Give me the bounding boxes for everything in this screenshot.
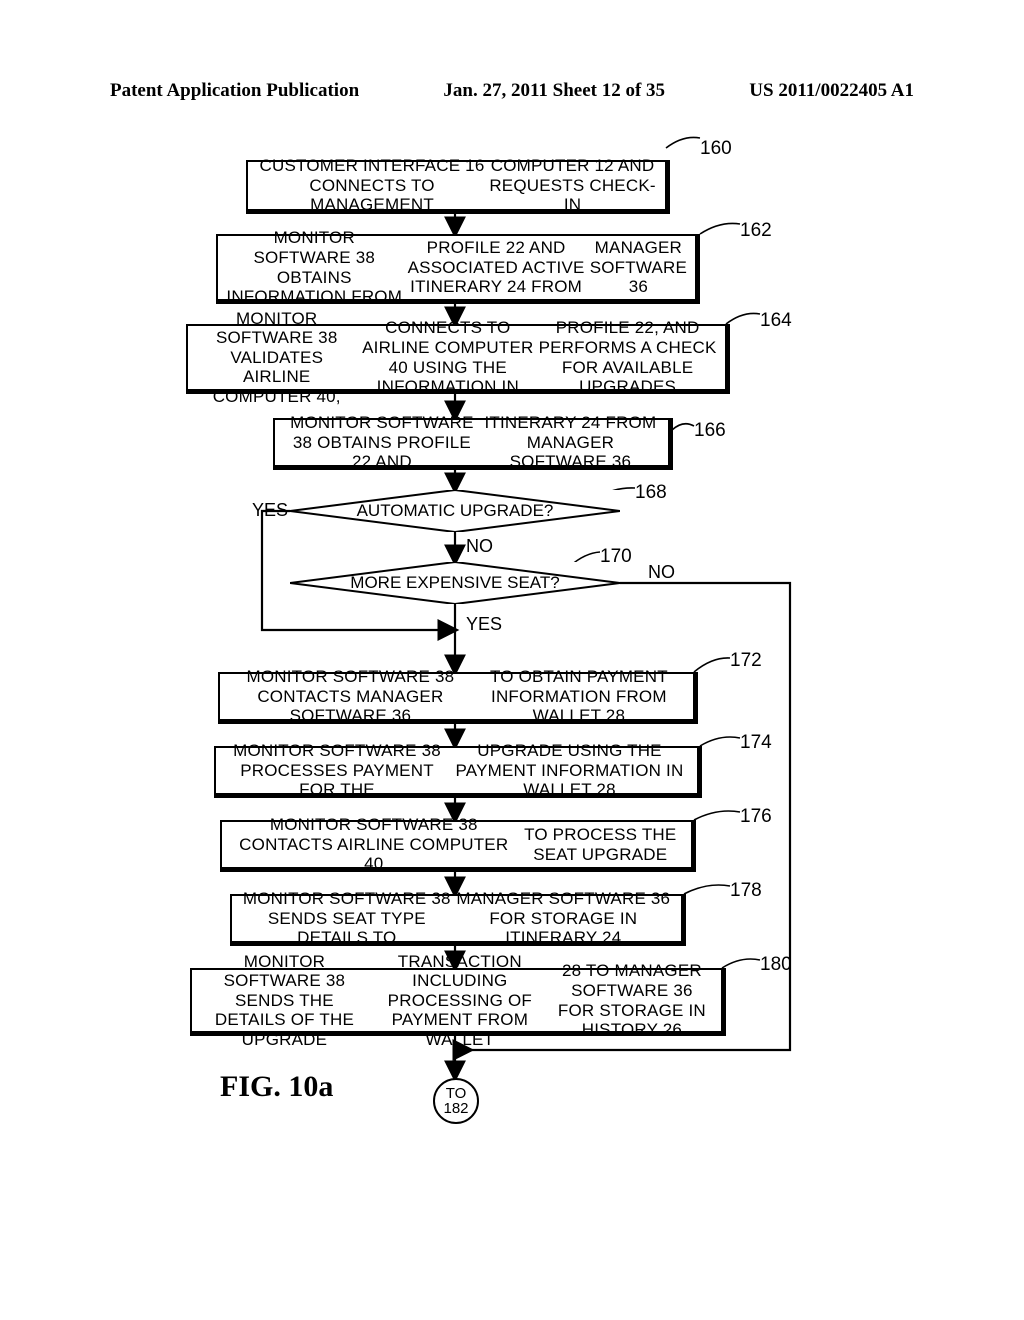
header-left: Patent Application Publication [110,80,359,102]
flowchart-box-178: MONITOR SOFTWARE 38 SENDS SEAT TYPE DETA… [230,894,686,946]
ref-label-170: 170 [600,546,632,568]
flowchart-box-180: MONITOR SOFTWARE 38 SENDS THE DETAILS OF… [190,968,726,1036]
ref-label-176: 176 [740,806,772,828]
ref-label-168: 168 [635,482,667,504]
flowchart-canvas: FIG. 10a TO182 CUSTOMER INTERFACE 16 CON… [0,120,1024,1320]
branch-label: YES [466,614,502,635]
branch-label: NO [466,536,493,557]
flowchart-box-174: MONITOR SOFTWARE 38 PROCESSES PAYMENT FO… [214,746,702,798]
page-header: Patent Application Publication Jan. 27, … [110,80,914,102]
flowchart-decision-168: AUTOMATIC UPGRADE? [290,490,620,532]
ref-label-160: 160 [700,138,732,160]
flowchart-box-162: MONITOR SOFTWARE 38 OBTAINS INFORMATION … [216,234,700,304]
flowchart-decision-170: MORE EXPENSIVE SEAT? [290,562,620,604]
ref-label-164: 164 [760,310,792,332]
ref-label-174: 174 [740,732,772,754]
ref-label-180: 180 [760,954,792,976]
flowchart-box-166: MONITOR SOFTWARE 38 OBTAINS PROFILE 22 A… [273,418,673,470]
page: Patent Application Publication Jan. 27, … [0,0,1024,1320]
ref-label-166: 166 [694,420,726,442]
ref-label-162: 162 [740,220,772,242]
flowchart-box-164: MONITOR SOFTWARE 38 VALIDATES AIRLINE CO… [186,324,730,394]
figure-title: FIG. 10a [220,1070,333,1104]
flowchart-box-176: MONITOR SOFTWARE 38 CONTACTS AIRLINE COM… [220,820,696,872]
off-page-connector: TO182 [433,1078,479,1124]
ref-label-178: 178 [730,880,762,902]
header-mid: Jan. 27, 2011 Sheet 12 of 35 [443,80,665,102]
ref-label-172: 172 [730,650,762,672]
branch-label: YES [252,500,288,521]
flowchart-box-172: MONITOR SOFTWARE 38 CONTACTS MANAGER SOF… [218,672,698,724]
flowchart-box-160: CUSTOMER INTERFACE 16 CONNECTS TO MANAGE… [246,160,670,214]
header-right: US 2011/0022405 A1 [749,80,914,102]
branch-label: NO [648,562,675,583]
